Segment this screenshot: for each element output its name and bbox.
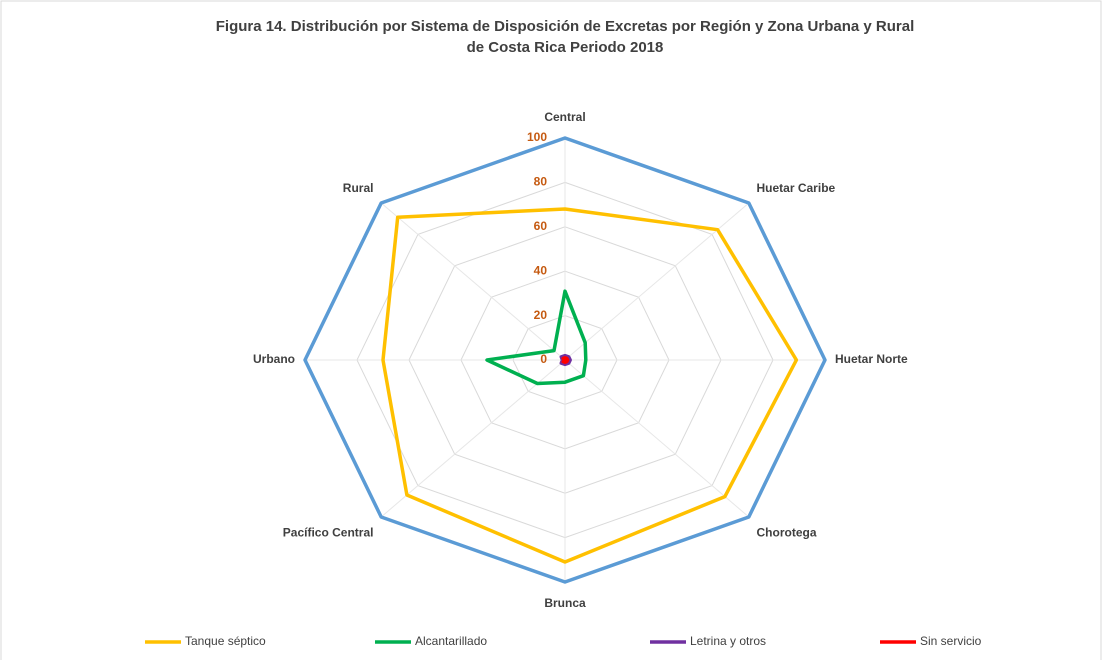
legend-label: Tanque séptico xyxy=(185,634,266,648)
tick-label: 40 xyxy=(534,263,548,277)
category-label: Pacífico Central xyxy=(283,525,374,539)
legend-label: Alcantarillado xyxy=(415,634,487,648)
category-label: Central xyxy=(544,110,585,124)
legend-label: Sin servicio xyxy=(920,634,982,648)
category-label: Huetar Caribe xyxy=(757,181,836,195)
category-label: Huetar Norte xyxy=(835,352,908,366)
category-label: Chorotega xyxy=(757,525,817,539)
category-label: Urbano xyxy=(253,352,295,366)
series-line xyxy=(561,356,570,364)
tick-label: 0 xyxy=(540,352,547,366)
category-label: Rural xyxy=(343,181,374,195)
category-label: Brunca xyxy=(544,596,586,610)
tick-label: 80 xyxy=(534,175,548,189)
spoke xyxy=(380,202,566,361)
legend-label: Letrina y otros xyxy=(690,634,766,648)
chart-title: Figura 14. Distribución por Sistema de D… xyxy=(215,18,915,56)
spoke xyxy=(564,202,750,361)
series-line xyxy=(381,207,799,564)
tick-label: 100 xyxy=(527,130,547,144)
spoke xyxy=(564,359,750,518)
spoke xyxy=(380,359,566,518)
series-line xyxy=(303,136,827,584)
tick-label: 60 xyxy=(534,219,548,233)
series-line xyxy=(485,289,588,386)
tick-label: 20 xyxy=(534,308,548,322)
